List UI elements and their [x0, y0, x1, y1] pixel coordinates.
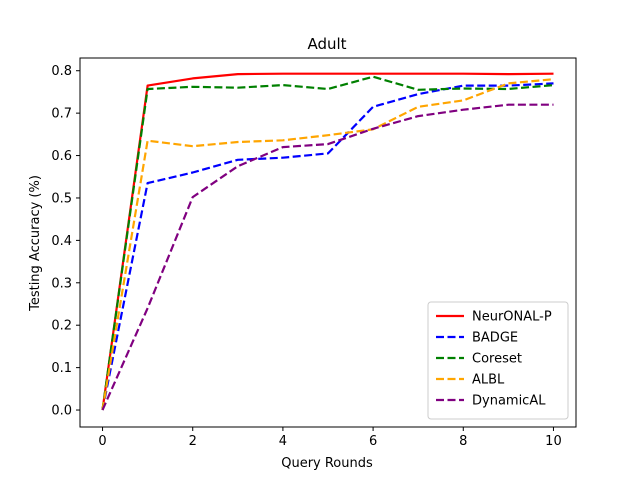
x-tick-label: 6 — [369, 434, 377, 449]
y-axis-ticks: 0.0 0.1 0.2 0.3 0.4 0.5 0.6 0.7 0.8 — [51, 64, 80, 419]
series-line-neuronal-p — [101, 72, 554, 411]
legend-label-badge: BADGE — [472, 331, 518, 346]
x-tick-label: 4 — [279, 434, 287, 449]
plot-frame — [79, 57, 577, 428]
series-line-albl — [101, 78, 554, 411]
y-tick-label: 0.4 — [51, 234, 72, 249]
legend-label-neuronal-p: NeurONAL-P — [472, 310, 552, 325]
y-tick-label: 0.2 — [51, 319, 72, 334]
y-tick-label: 0.6 — [51, 149, 72, 164]
x-axis-ticks: 0 2 4 6 8 10 — [98, 427, 562, 449]
chart-title: Adult — [307, 35, 346, 53]
x-tick-label: 10 — [545, 434, 562, 449]
series-line-coreset — [101, 75, 554, 411]
y-tick-label: 0.8 — [51, 64, 72, 79]
y-tick-label: 0.1 — [51, 361, 72, 376]
y-tick-label: 0.3 — [51, 276, 72, 291]
y-tick-label: 0.7 — [51, 107, 72, 122]
x-tick-label: 0 — [98, 434, 106, 449]
y-tick-label: 0.5 — [51, 191, 72, 206]
series-line-dynamical — [101, 103, 554, 411]
y-tick-label: 0.0 — [51, 404, 72, 419]
x-tick-label: 2 — [189, 434, 197, 449]
legend-label-coreset: Coreset — [472, 352, 522, 367]
plot-area — [101, 72, 554, 411]
x-tick-label: 8 — [459, 434, 467, 449]
legend: NeurONAL-P BADGE Coreset ALBL DynamicAL — [427, 301, 569, 420]
legend-label-dynamical: DynamicAL — [472, 394, 546, 409]
legend-label-albl: ALBL — [472, 373, 505, 388]
series-line-badge — [101, 82, 554, 411]
legend-box — [427, 301, 569, 420]
x-axis-label: Query Rounds — [281, 456, 373, 471]
y-axis-label: Testing Accuracy (%) — [28, 175, 43, 312]
